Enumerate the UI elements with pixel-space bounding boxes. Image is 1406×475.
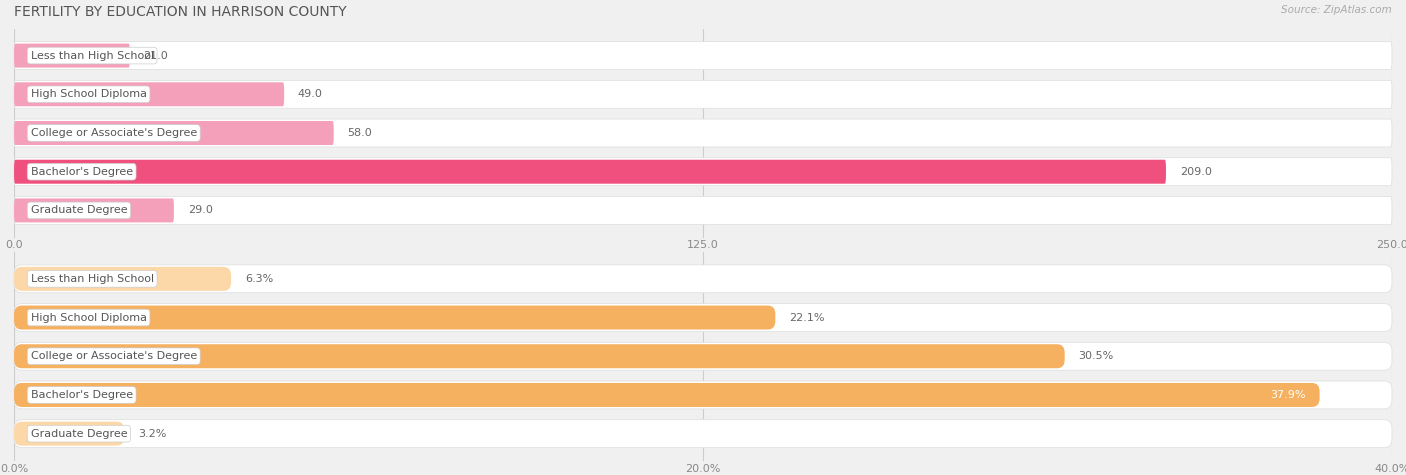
FancyBboxPatch shape [14,267,231,291]
FancyBboxPatch shape [14,420,1392,447]
Text: Less than High School: Less than High School [31,274,153,284]
Text: 209.0: 209.0 [1180,167,1212,177]
Text: High School Diploma: High School Diploma [31,313,146,323]
FancyBboxPatch shape [14,304,1392,332]
Text: FERTILITY BY EDUCATION IN HARRISON COUNTY: FERTILITY BY EDUCATION IN HARRISON COUNT… [14,5,347,19]
Text: 22.1%: 22.1% [789,313,824,323]
Text: Graduate Degree: Graduate Degree [31,428,127,438]
Text: 58.0: 58.0 [347,128,373,138]
Text: Graduate Degree: Graduate Degree [31,205,127,215]
FancyBboxPatch shape [14,121,333,145]
Text: 49.0: 49.0 [298,89,323,99]
Text: College or Associate's Degree: College or Associate's Degree [31,351,197,361]
FancyBboxPatch shape [14,265,1392,293]
FancyBboxPatch shape [14,344,1064,368]
FancyBboxPatch shape [14,383,1320,407]
FancyBboxPatch shape [14,80,1392,108]
FancyBboxPatch shape [14,44,129,67]
Text: 37.9%: 37.9% [1271,390,1306,400]
FancyBboxPatch shape [14,82,284,106]
Text: 29.0: 29.0 [187,205,212,215]
Text: Less than High School: Less than High School [31,51,153,61]
Text: Bachelor's Degree: Bachelor's Degree [31,167,132,177]
FancyBboxPatch shape [14,197,1392,224]
Text: College or Associate's Degree: College or Associate's Degree [31,128,197,138]
Text: Source: ZipAtlas.com: Source: ZipAtlas.com [1281,5,1392,15]
FancyBboxPatch shape [14,381,1392,409]
FancyBboxPatch shape [14,158,1392,186]
Text: 6.3%: 6.3% [245,274,273,284]
Text: 21.0: 21.0 [143,51,169,61]
Text: High School Diploma: High School Diploma [31,89,146,99]
FancyBboxPatch shape [14,342,1392,370]
FancyBboxPatch shape [14,199,174,222]
FancyBboxPatch shape [14,42,1392,69]
Text: 30.5%: 30.5% [1078,351,1114,361]
FancyBboxPatch shape [14,305,775,330]
Text: Bachelor's Degree: Bachelor's Degree [31,390,132,400]
FancyBboxPatch shape [14,119,1392,147]
Text: 3.2%: 3.2% [138,428,166,438]
FancyBboxPatch shape [14,160,1166,184]
FancyBboxPatch shape [14,422,124,446]
